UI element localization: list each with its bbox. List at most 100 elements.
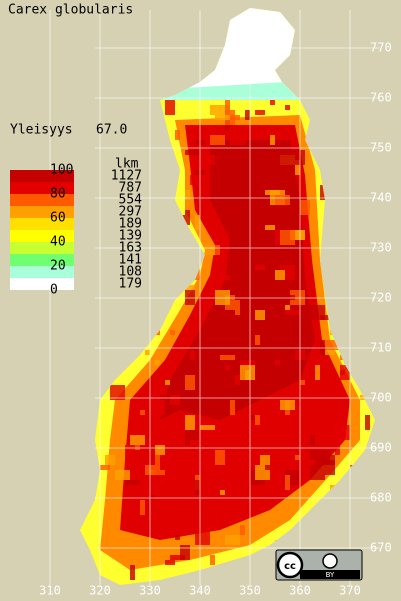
- legend-count: 179: [119, 277, 142, 292]
- map-cell: [300, 380, 305, 385]
- map-cell: [190, 395, 195, 405]
- x-label: 340: [189, 584, 211, 598]
- map-cell: [170, 395, 180, 405]
- map-cell: [225, 320, 230, 330]
- legend-swatch: [10, 278, 74, 290]
- map-cell: [185, 430, 190, 445]
- map-cell: [275, 195, 290, 205]
- map-cell: [360, 395, 365, 400]
- map-cell: [290, 230, 305, 240]
- map-cell: [310, 450, 315, 460]
- map-cell: [200, 495, 205, 505]
- legend-swatch: [10, 218, 74, 230]
- map-cell: [150, 495, 155, 500]
- map-cell: [205, 395, 210, 405]
- legend-count: 554: [119, 193, 143, 208]
- map-cell: [205, 155, 215, 165]
- map-cell: [210, 105, 215, 115]
- x-label: 320: [89, 584, 111, 598]
- map-cell: [205, 245, 215, 255]
- map-cell: [230, 135, 245, 145]
- map-cell: [325, 460, 335, 475]
- map-cell: [185, 150, 200, 155]
- map-cell: [275, 230, 280, 245]
- license-badge: cc BY: [275, 549, 363, 581]
- map-cell: [125, 445, 135, 460]
- legend-swatch: [10, 266, 74, 278]
- map-cell: [275, 270, 285, 280]
- map-cell: [145, 350, 150, 355]
- map-cell: [285, 380, 290, 385]
- legend-swatch: [10, 230, 74, 242]
- map-cell: [270, 100, 275, 105]
- map-cell: [320, 340, 325, 355]
- map-cell: [210, 555, 215, 565]
- legend-label: 0: [50, 283, 58, 298]
- map-cell: [255, 335, 260, 345]
- map-cell: [325, 350, 335, 355]
- map-cell: [215, 515, 220, 525]
- map-cell: [195, 215, 200, 230]
- map-cell: [295, 160, 300, 175]
- legend-count: 163: [119, 241, 142, 256]
- map-cell: [150, 470, 165, 475]
- map-cell: [235, 375, 240, 385]
- legend-count: 139: [119, 229, 142, 244]
- legend-count: 1127: [111, 169, 142, 184]
- map-cell: [165, 560, 175, 565]
- map-cell: [255, 415, 260, 425]
- map-cell: [185, 285, 195, 290]
- map-cell: [190, 175, 205, 185]
- map-cell: [155, 485, 160, 495]
- badge-strip: [300, 570, 360, 579]
- map-cell: [310, 435, 315, 445]
- map-cell: [320, 185, 325, 200]
- map-cell: [240, 365, 255, 380]
- map-cell: [245, 110, 250, 120]
- map-cell: [150, 400, 165, 415]
- map-cell: [115, 470, 130, 480]
- y-label: 720: [370, 291, 392, 305]
- map-cell: [165, 475, 175, 480]
- map-cell: [190, 350, 195, 360]
- y-label: 680: [370, 491, 392, 505]
- y-label: 750: [370, 141, 392, 155]
- map-cell: [255, 310, 265, 320]
- y-label: 670: [370, 541, 392, 555]
- map-cell: [155, 445, 165, 455]
- legend-swatch: [10, 254, 74, 266]
- y-label: 760: [370, 91, 392, 105]
- map-cell: [160, 395, 165, 400]
- map-cell: [260, 155, 265, 165]
- map-cell: [185, 375, 195, 390]
- map-cell: [225, 100, 230, 115]
- map-cell: [130, 565, 135, 580]
- y-label: 690: [370, 441, 392, 455]
- frequency-label: Yleisyys: [10, 123, 73, 138]
- map-cell: [220, 275, 230, 280]
- map-cell: [215, 290, 230, 305]
- map-cell: [155, 360, 160, 365]
- map-cell: [195, 460, 210, 470]
- map-cell: [300, 200, 310, 215]
- map-cell: [285, 475, 290, 490]
- map-cell: [170, 555, 185, 560]
- map-cell: [255, 265, 265, 270]
- map-cell: [340, 365, 350, 380]
- x-label: 350: [239, 584, 261, 598]
- map-cell: [140, 500, 145, 515]
- map-cell: [240, 525, 245, 535]
- map-cell: [285, 105, 290, 110]
- map-cell: [225, 535, 240, 545]
- map-cell: [185, 290, 195, 305]
- map-cell: [330, 485, 335, 490]
- map-cell: [135, 420, 140, 435]
- map-cell: [155, 410, 160, 425]
- x-label: 310: [39, 584, 61, 598]
- map-cell: [160, 475, 165, 485]
- map-cell: [310, 305, 325, 320]
- map-cell: [280, 230, 295, 245]
- map-cell: [275, 150, 290, 165]
- map-cell: [185, 210, 190, 225]
- legend-count: 297: [119, 205, 142, 220]
